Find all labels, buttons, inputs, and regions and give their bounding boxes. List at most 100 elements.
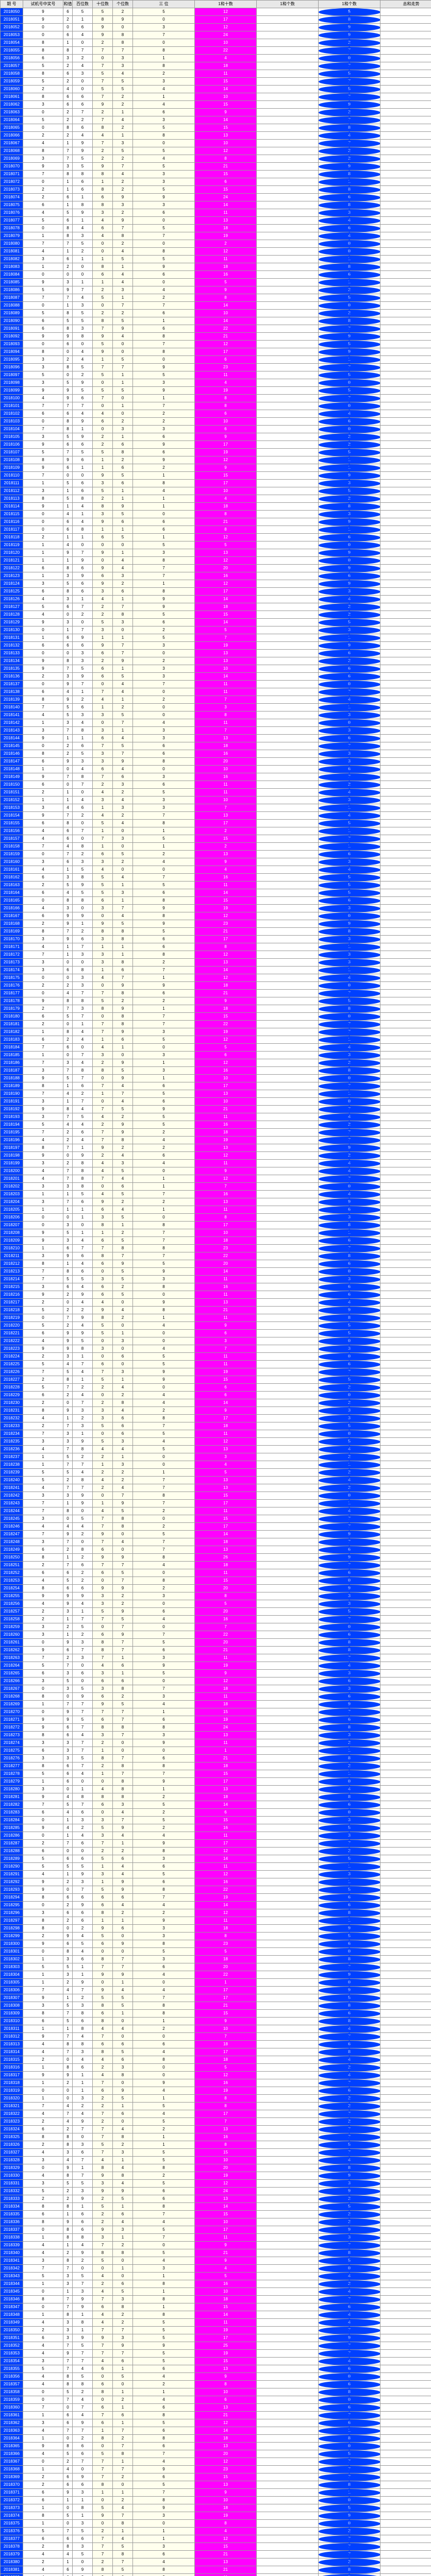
- sum-cell: 11: [195, 688, 257, 696]
- period-cell: 2018058: [1, 70, 23, 78]
- sum-cell: 5: [195, 1600, 257, 1608]
- period-cell: 2018079: [1, 232, 23, 240]
- period-cell: 2018105: [1, 433, 23, 441]
- period-cell: 2018139: [1, 696, 23, 704]
- period-cell: 2018176: [1, 982, 23, 990]
- period-cell: 2018262: [1, 1647, 23, 1654]
- period-cell: 2018171: [1, 943, 23, 951]
- sum-cell: 15: [195, 835, 257, 843]
- period-cell: 2018271: [1, 1716, 23, 1724]
- sum-cell: 6: [195, 1052, 257, 1059]
- sum-cell: 8: [195, 2381, 257, 2388]
- period-cell: 2018129: [1, 619, 23, 626]
- sum-cell: 18: [195, 1762, 257, 1770]
- period-cell: 2018307: [1, 1994, 23, 2002]
- period-cell: 2018375: [1, 2520, 23, 2528]
- period-cell: 2018235: [1, 1438, 23, 1446]
- period-cell: 2018253: [1, 1577, 23, 1585]
- sum-cell: 13: [195, 1446, 257, 1453]
- period-cell: 2018372: [1, 2497, 23, 2504]
- sum-cell: 9: [195, 1407, 257, 1415]
- sum-cell: 6: [195, 1809, 257, 1817]
- period-cell: 2018299: [1, 1933, 23, 1940]
- period-cell: 2018294: [1, 1894, 23, 1902]
- sum-cell: 11: [195, 1569, 257, 1577]
- period-cell: 2018380: [1, 2558, 23, 2566]
- period-cell: 2018354: [1, 2358, 23, 2365]
- sum-cell: 24: [195, 31, 257, 39]
- period-cell: 2018363: [1, 2427, 23, 2435]
- sum-cell: 17: [195, 348, 257, 356]
- period-cell: 2018131: [1, 634, 23, 642]
- period-cell: 2018104: [1, 426, 23, 433]
- period-cell: 2018199: [1, 1160, 23, 1167]
- period-cell: 2018119: [1, 541, 23, 549]
- period-cell: 2018227: [1, 1376, 23, 1384]
- period-cell: 2018258: [1, 1616, 23, 1623]
- period-cell: 2018366: [1, 2450, 23, 2458]
- sum-cell: 15: [195, 1577, 257, 1585]
- sum-cell: 18: [195, 1005, 257, 1013]
- sum-cell: 19: [195, 387, 257, 395]
- period-cell: 2018310: [1, 2018, 23, 2025]
- sum-cell: 19: [195, 2350, 257, 2358]
- period-cell: 2018324: [1, 2126, 23, 2133]
- sum-cell: 15: [195, 472, 257, 480]
- sum-cell: 14: [195, 116, 257, 124]
- sum-cell: 13: [195, 2126, 257, 2133]
- sum-cell: 17: [195, 1778, 257, 1786]
- sum-cell: 10: [195, 39, 257, 47]
- sum-cell: 26: [195, 1554, 257, 1562]
- sum-cell: 15: [195, 2358, 257, 2365]
- period-cell: 2018112: [1, 487, 23, 495]
- period-cell: 2018090: [1, 317, 23, 325]
- period-cell: 2018147: [1, 758, 23, 766]
- period-cell: 2018185: [1, 1052, 23, 1059]
- sum-cell: 21: [195, 2566, 257, 2574]
- period-cell: 2018270: [1, 1708, 23, 1716]
- period-cell: 2018353: [1, 2350, 23, 2358]
- period-cell: 2018296: [1, 1909, 23, 1917]
- period-cell: 2018208: [1, 1229, 23, 1237]
- trend-table: 期 号试机号中奖号和值百位数十位数个位数三 位1和十数1和个数1和个数总和走势2…: [0, 0, 431, 2576]
- period-cell: 2018071: [1, 171, 23, 178]
- period-cell: 2018178: [1, 997, 23, 1005]
- sum-cell: 17: [195, 1994, 257, 2002]
- sum-cell: 14: [195, 1902, 257, 1909]
- sum-cell: 14: [195, 2427, 257, 2435]
- sum-cell: 6: [195, 1384, 257, 1392]
- period-cell: 2018287: [1, 1840, 23, 1848]
- period-cell: 2018055: [1, 47, 23, 55]
- sum-cell: 4: [195, 55, 257, 62]
- period-cell: 2018382: [1, 2574, 23, 2576]
- period-cell: 2018063: [1, 109, 23, 116]
- period-cell: 2018256: [1, 1600, 23, 1608]
- sum-cell: 16: [195, 874, 257, 882]
- sum-cell: 18: [195, 2041, 257, 2048]
- period-cell: 2018249: [1, 1546, 23, 1554]
- period-cell: 2018266: [1, 1677, 23, 1685]
- sum-cell: 10: [195, 2288, 257, 2296]
- sum-cell: 7: [195, 696, 257, 704]
- period-cell: 2018057: [1, 62, 23, 70]
- sum-cell: 18: [195, 2056, 257, 2064]
- period-cell: 2018334: [1, 2203, 23, 2211]
- sum-cell: 21: [195, 333, 257, 341]
- sum-cell: 12: [195, 1871, 257, 1878]
- period-cell: 2018252: [1, 1569, 23, 1577]
- period-cell: 2018237: [1, 1453, 23, 1461]
- sum-cell: 11: [195, 1739, 257, 1747]
- period-cell: 2018074: [1, 194, 23, 201]
- sum-cell: 17: [195, 1523, 257, 1531]
- period-cell: 2018290: [1, 1863, 23, 1871]
- sum-cell: 11: [195, 1276, 257, 1283]
- period-cell: 2018082: [1, 256, 23, 263]
- sum-cell: 11: [195, 1693, 257, 1701]
- sum-cell: 11: [195, 1291, 257, 1299]
- period-cell: 2018254: [1, 1585, 23, 1592]
- sum-cell: 9: [195, 286, 257, 294]
- period-cell: 2018053: [1, 31, 23, 39]
- sum-cell: 11: [195, 1832, 257, 1840]
- sum-cell: 19: [195, 1137, 257, 1144]
- period-cell: 2018095: [1, 356, 23, 364]
